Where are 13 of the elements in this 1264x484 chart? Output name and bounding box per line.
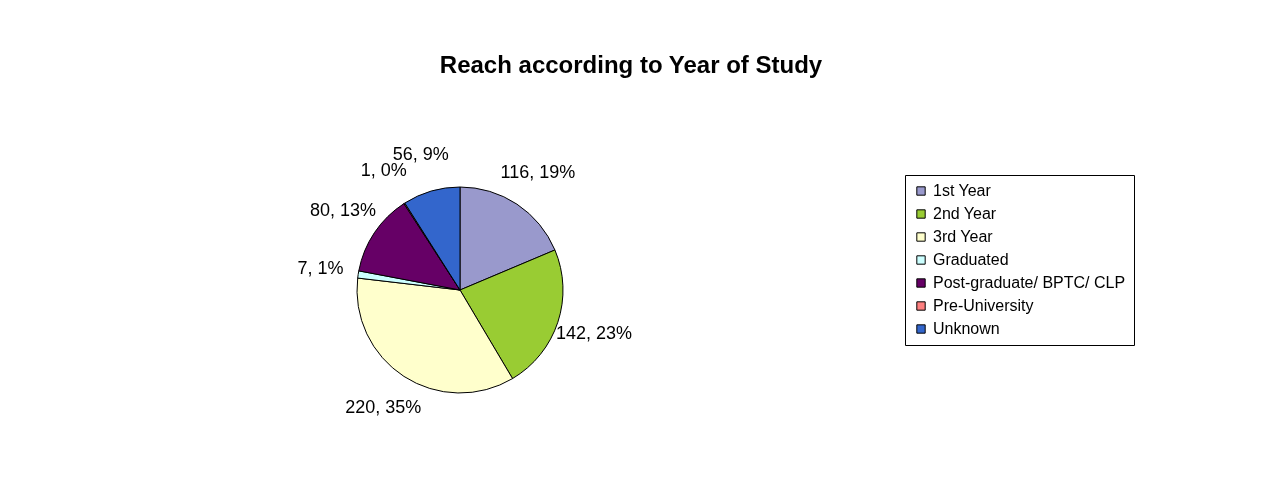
legend-label: 2nd Year [933, 205, 997, 222]
data-label: 80, 13% [309, 200, 376, 221]
legend-label: 1st Year [933, 182, 992, 199]
legend-label: Post-graduate/ BPTC/ CLP [933, 274, 1126, 291]
data-label: 142, 23% [555, 323, 632, 344]
data-label: 220, 35% [345, 397, 422, 418]
legend-label: 3rd Year [933, 228, 994, 245]
legend-label: Pre-University [933, 297, 1034, 314]
legend-label: Unknown [933, 320, 1000, 337]
chart-title: Reach according to Year of Study [439, 51, 823, 78]
data-label: 7, 1% [297, 257, 344, 278]
data-label: 116, 19% [500, 161, 576, 182]
legend-label: Graduated [933, 251, 1009, 268]
